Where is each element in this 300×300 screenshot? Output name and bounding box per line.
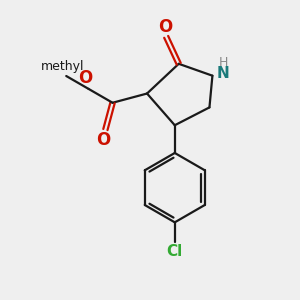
Text: methyl: methyl <box>40 60 84 73</box>
Text: N: N <box>217 66 230 81</box>
Text: O: O <box>158 18 172 36</box>
Text: O: O <box>96 131 110 149</box>
Text: O: O <box>79 69 93 87</box>
Text: Cl: Cl <box>167 244 183 259</box>
Text: H: H <box>219 56 228 69</box>
